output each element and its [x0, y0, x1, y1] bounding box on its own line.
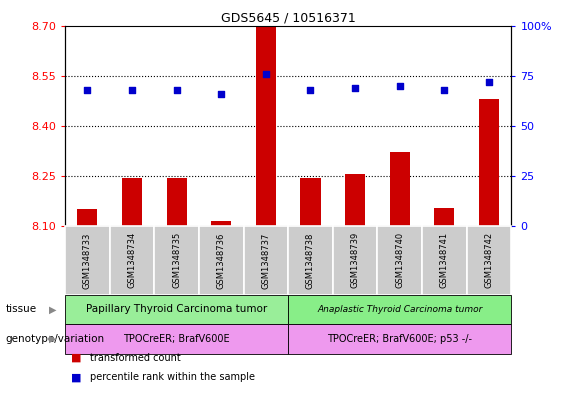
Text: GSM1348737: GSM1348737: [262, 232, 270, 288]
Text: ■: ■: [71, 372, 81, 382]
Bar: [390, 152, 410, 226]
Point: [484, 79, 493, 85]
Point: [350, 84, 359, 91]
Bar: [110, 226, 154, 295]
Text: transformed count: transformed count: [90, 353, 181, 363]
Bar: [65, 295, 288, 324]
Bar: [154, 226, 199, 295]
Bar: [288, 226, 333, 295]
Bar: [65, 226, 110, 295]
Point: [440, 86, 449, 93]
Text: GSM1348735: GSM1348735: [172, 232, 181, 288]
Bar: [167, 178, 186, 226]
Bar: [467, 226, 511, 295]
Text: TPOCreER; BrafV600E; p53 -/-: TPOCreER; BrafV600E; p53 -/-: [327, 334, 472, 344]
Bar: [122, 178, 142, 226]
Bar: [301, 178, 320, 226]
Text: GSM1348742: GSM1348742: [485, 232, 493, 288]
Text: GSM1348739: GSM1348739: [351, 232, 359, 288]
Text: GSM1348734: GSM1348734: [128, 232, 136, 288]
Text: GSM1348741: GSM1348741: [440, 232, 449, 288]
Bar: [211, 221, 231, 226]
Bar: [77, 209, 97, 226]
Text: genotype/variation: genotype/variation: [6, 334, 105, 344]
Title: GDS5645 / 10516371: GDS5645 / 10516371: [221, 11, 355, 24]
Point: [172, 86, 181, 93]
Bar: [199, 226, 244, 295]
Text: GSM1348738: GSM1348738: [306, 232, 315, 288]
Text: TPOCreER; BrafV600E: TPOCreER; BrafV600E: [123, 334, 230, 344]
Bar: [244, 226, 288, 295]
Text: ▶: ▶: [49, 305, 56, 314]
Point: [306, 86, 315, 93]
Bar: [434, 208, 454, 226]
Bar: [345, 174, 365, 226]
Point: [216, 90, 225, 97]
Bar: [65, 324, 288, 354]
Text: GSM1348740: GSM1348740: [396, 232, 404, 288]
Text: GSM1348733: GSM1348733: [83, 232, 92, 288]
Text: percentile rank within the sample: percentile rank within the sample: [90, 372, 255, 382]
Bar: [256, 26, 276, 226]
Text: Papillary Thyroid Carcinoma tumor: Papillary Thyroid Carcinoma tumor: [86, 305, 267, 314]
Text: GSM1348736: GSM1348736: [217, 232, 225, 288]
Bar: [288, 324, 511, 354]
Text: ■: ■: [71, 353, 81, 363]
Point: [261, 70, 270, 77]
Point: [82, 86, 92, 93]
Bar: [479, 99, 499, 226]
Text: Anaplastic Thyroid Carcinoma tumor: Anaplastic Thyroid Carcinoma tumor: [317, 305, 483, 314]
Text: ▶: ▶: [49, 334, 56, 344]
Bar: [288, 295, 511, 324]
Bar: [422, 226, 467, 295]
Bar: [377, 226, 422, 295]
Text: tissue: tissue: [6, 305, 37, 314]
Point: [128, 86, 137, 93]
Point: [395, 83, 404, 89]
Bar: [333, 226, 377, 295]
